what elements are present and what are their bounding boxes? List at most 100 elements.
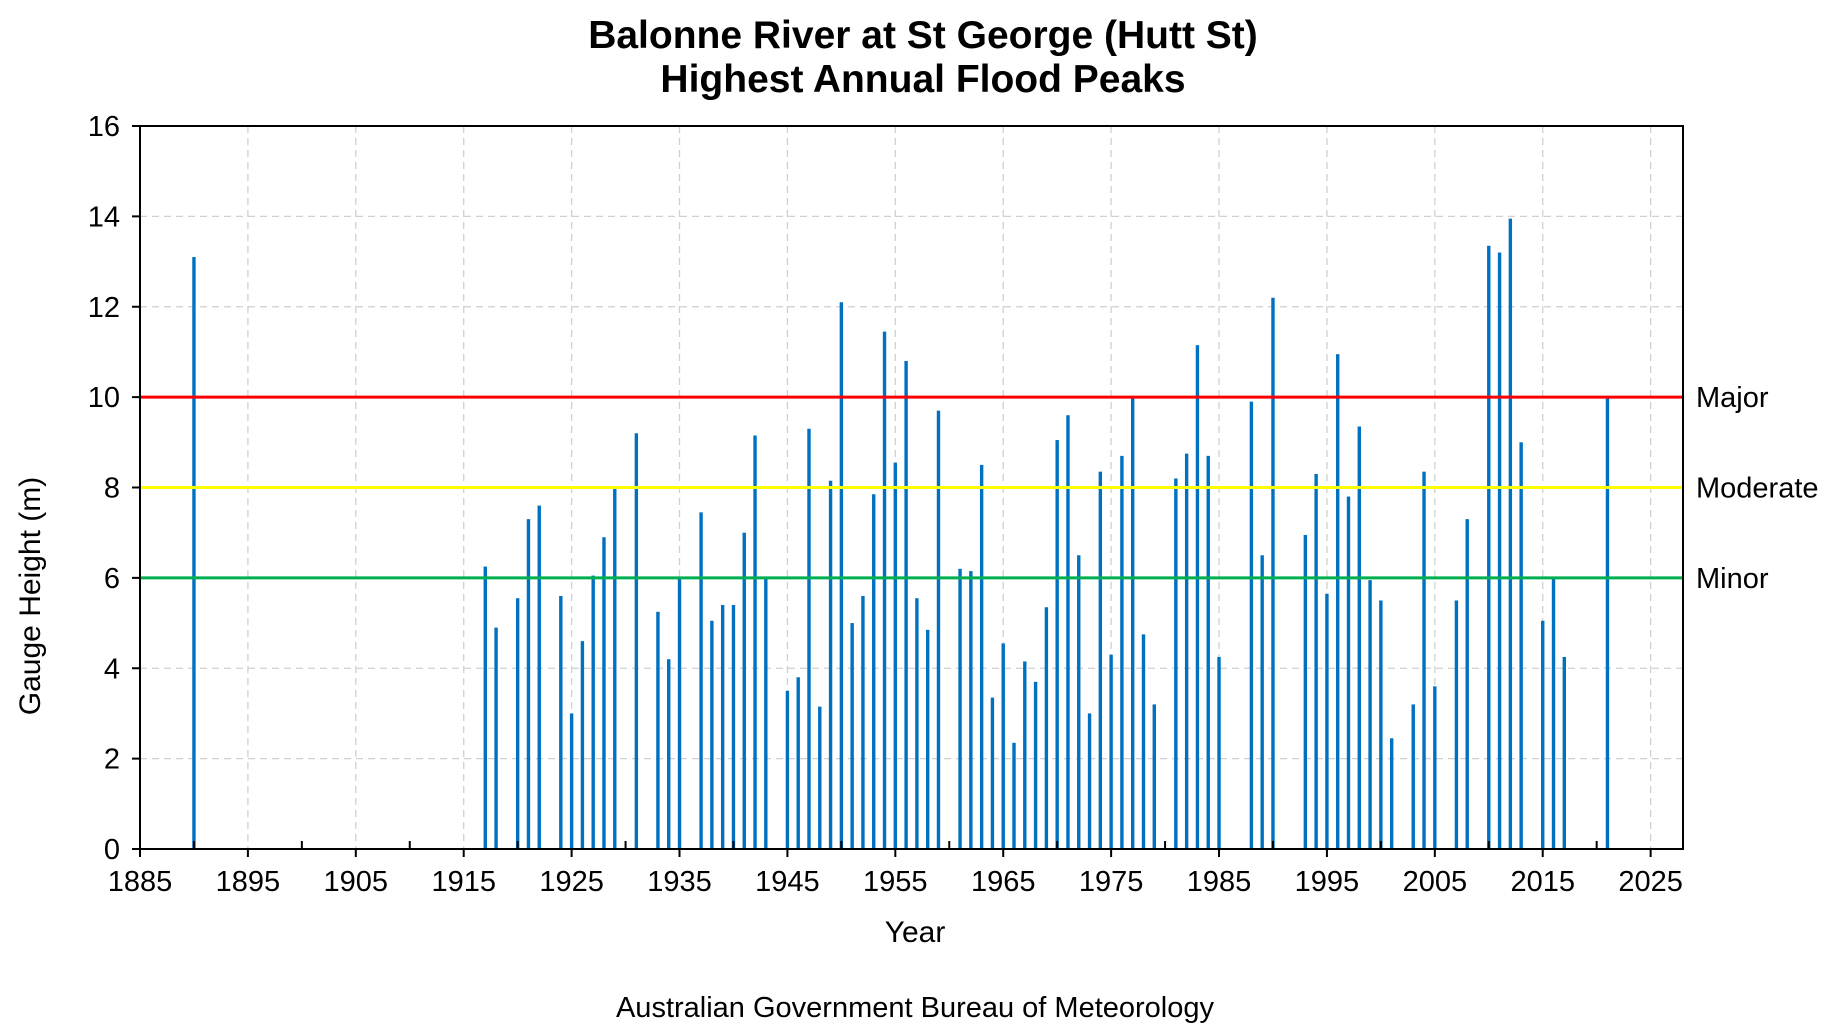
- flood-peak-bar-1943: [764, 577, 768, 850]
- flood-peak-bar-1970: [1055, 440, 1059, 849]
- flood-peak-bar-1996: [1336, 354, 1340, 849]
- flood-peak-bar-1963: [979, 464, 984, 849]
- flood-peak-bar-1890: [192, 257, 196, 849]
- flood-peak-bar-1924: [559, 595, 563, 849]
- flood-peak-bar-1994: [1314, 473, 1318, 849]
- flood-peak-bar-2008: [1465, 519, 1469, 849]
- minor-flood-label: Minor: [1696, 563, 1769, 595]
- flood-peak-bar-1962: [969, 571, 973, 849]
- x-tick-label-1915: 1915: [431, 866, 496, 898]
- x-tick-label-1895: 1895: [216, 866, 281, 898]
- flood-peak-bar-1934: [667, 659, 671, 849]
- flood-peak-bar-1928: [602, 537, 606, 849]
- flood-class-labels: Major Moderate Minor: [1696, 382, 1819, 595]
- x-tick-label-1955: 1955: [863, 866, 928, 898]
- flood-peak-bar-1954: [882, 331, 887, 850]
- flood-peak-bar-2012: [1508, 218, 1513, 849]
- x-tick-label-1885: 1885: [108, 866, 173, 898]
- flood-peak-bar-1926: [580, 641, 585, 849]
- flood-peak-bar-2017: [1562, 656, 1567, 849]
- flood-peak-bar-2004: [1422, 471, 1426, 849]
- flood-peak-bar-1950: [839, 302, 844, 850]
- flood-peak-bar-1998: [1357, 426, 1361, 849]
- flood-peak-bar-1921: [526, 519, 531, 849]
- flood-peak-bar-1918: [494, 627, 498, 849]
- flood-peak-bar-1969: [1044, 607, 1049, 849]
- flood-peak-bar-1981: [1174, 478, 1178, 849]
- x-axis-title: Year: [885, 916, 946, 949]
- x-tick-label-2005: 2005: [1403, 866, 1468, 898]
- flood-peak-bar-1941: [742, 532, 746, 849]
- x-tick-label-1975: 1975: [1079, 866, 1144, 898]
- x-axis-ticks: 1885 1895 1905 1915 1925 1935 1945 1955 1965 1975…: [108, 841, 1683, 898]
- flood-peak-bar-2015: [1541, 620, 1545, 849]
- flood-peak-bar-1947: [807, 428, 811, 849]
- chart-title: Balonne River at St George (Hutt St): [588, 14, 1258, 57]
- flood-peak-bar-1942: [753, 435, 757, 849]
- flood-peak-bar-1974: [1098, 471, 1103, 849]
- flood-peak-bar-1957: [915, 598, 919, 849]
- chart-subtitle: Highest Annual Flood Peaks: [660, 58, 1185, 101]
- flood-peak-bar-2000: [1379, 600, 1383, 849]
- flood-peak-bar-1956: [904, 360, 908, 849]
- flood-peak-bar-1993: [1303, 534, 1308, 849]
- flood-peak-bar-1961: [958, 568, 962, 849]
- moderate-flood-label: Moderate: [1696, 473, 1819, 505]
- y-tick-label-14: 14: [88, 201, 120, 233]
- flood-peak-bar-1988: [1249, 401, 1254, 849]
- flood-peak-bar-2010: [1487, 245, 1491, 849]
- x-tick-label-1995: 1995: [1295, 866, 1360, 898]
- flood-peak-bar-1983: [1195, 345, 1200, 849]
- flood-peak-bar-1955: [893, 462, 898, 849]
- x-tick-label-2015: 2015: [1510, 866, 1575, 898]
- x-tick-label-1925: 1925: [539, 866, 604, 898]
- flood-peak-bar-1964: [990, 697, 995, 849]
- flood-peak-bar-1985: [1217, 656, 1221, 849]
- flood-peak-bar-1975: [1109, 654, 1113, 849]
- y-tick-label-8: 8: [104, 473, 120, 505]
- flood-peak-bar-1978: [1141, 634, 1146, 849]
- x-tick-label-1935: 1935: [647, 866, 712, 898]
- flood-peak-bars: [192, 218, 1610, 850]
- x-tick-label-1905: 1905: [324, 866, 389, 898]
- y-tick-label-10: 10: [88, 382, 120, 414]
- x-tick-label-1965: 1965: [971, 866, 1036, 898]
- y-tick-label-6: 6: [104, 563, 120, 595]
- flood-peak-bar-1945: [785, 690, 790, 849]
- flood-peak-bar-1939: [720, 604, 725, 849]
- flood-peak-bar-1920: [515, 598, 520, 849]
- flood-peak-bar-2013: [1519, 442, 1523, 849]
- flood-peak-bar-1949: [828, 480, 833, 849]
- flood-peak-bar-1972: [1077, 555, 1081, 849]
- y-tick-label-0: 0: [104, 834, 120, 866]
- flood-peak-bar-2003: [1411, 704, 1415, 849]
- flood-peak-bar-1933: [656, 611, 660, 849]
- flood-peak-bar-1951: [850, 623, 854, 849]
- flood-peak-bar-1931: [634, 433, 639, 849]
- y-axis-title: Gauge Height (m): [14, 477, 47, 715]
- flood-peak-bar-1937: [699, 512, 703, 849]
- flood-peak-bar-1976: [1120, 455, 1124, 849]
- major-flood-label: Major: [1696, 382, 1769, 414]
- flood-peak-bar-1948: [818, 706, 822, 849]
- flood-peak-bar-1940: [731, 604, 736, 849]
- flood-peak-bar-1952: [861, 595, 865, 849]
- flood-peak-bar-2007: [1454, 600, 1459, 849]
- flood-peak-bar-1917: [483, 566, 487, 849]
- source-credit: Australian Government Bureau of Meteorol…: [616, 992, 1215, 1024]
- flood-peak-bar-1973: [1087, 713, 1092, 849]
- flood-peak-bar-1968: [1033, 681, 1038, 849]
- flood-peak-bar-1989: [1260, 555, 1264, 849]
- x-tick-label-2025: 2025: [1618, 866, 1683, 898]
- flood-peak-bar-1971: [1066, 415, 1070, 849]
- flood-peak-bar-2021: [1605, 397, 1610, 850]
- flood-peak-bar-1958: [925, 629, 930, 849]
- flood-peak-bar-1966: [1012, 742, 1016, 849]
- flood-peak-bar-1967: [1023, 661, 1027, 849]
- flood-peak-bar-1977: [1131, 397, 1135, 850]
- flood-peak-bar-1995: [1325, 593, 1329, 849]
- flood-peak-bar-2011: [1497, 252, 1502, 849]
- flood-peak-bar-1965: [1001, 643, 1005, 849]
- flood-peak-bar-1946: [796, 677, 800, 849]
- flood-peak-bar-1979: [1152, 704, 1156, 849]
